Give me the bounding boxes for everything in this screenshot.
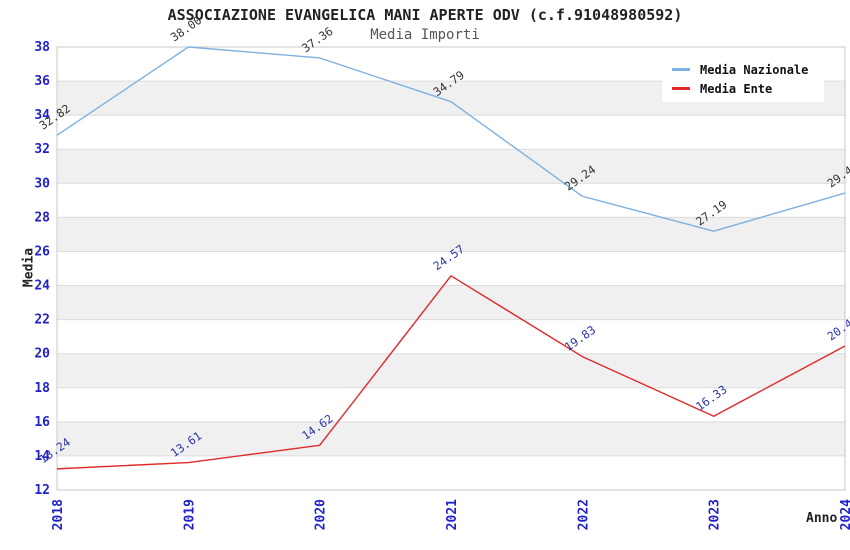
- grid-band: [57, 285, 845, 320]
- grid-band: [57, 183, 845, 218]
- y-tick-label: 22: [34, 313, 50, 328]
- data-label-media-nazionale: 38.00: [168, 13, 204, 44]
- legend-item-media-ente: Media Ente: [672, 79, 824, 98]
- x-tick-label: 2021: [445, 499, 460, 530]
- x-tick-label: 2018: [51, 499, 66, 530]
- x-tick-label: 2024: [839, 499, 850, 530]
- grid-band: [57, 251, 845, 286]
- chart-line-media-ente: [56, 275, 846, 470]
- y-tick-label: 14: [34, 449, 50, 464]
- y-tick-label: 20: [34, 347, 50, 362]
- legend-line-icon: [672, 87, 690, 90]
- x-tick-label: 2020: [314, 499, 329, 530]
- x-tick-label: 2022: [576, 499, 591, 530]
- legend-label: Media Nazionale: [700, 62, 809, 77]
- y-tick-label: 32: [34, 142, 50, 157]
- y-tick-label: 16: [34, 415, 50, 430]
- grid-band: [57, 455, 845, 490]
- legend-label: Media Ente: [700, 81, 773, 96]
- legend-item-media-nazionale: Media Nazionale: [672, 60, 824, 79]
- y-tick-label: 26: [34, 244, 50, 259]
- y-tick-label: 36: [34, 74, 50, 89]
- y-tick-label: 28: [34, 210, 50, 225]
- grid-band: [57, 421, 845, 456]
- y-tick-label: 30: [34, 176, 50, 191]
- legend: Media Nazionale Media Ente: [662, 56, 824, 102]
- grid-band: [57, 149, 845, 184]
- plot-frame: [56, 46, 846, 491]
- y-tick-label: 24: [34, 279, 50, 294]
- chart-title: ASSOCIAZIONE EVANGELICA MANI APERTE ODV …: [167, 6, 683, 24]
- grid-band: [57, 115, 845, 150]
- x-tick-label: 2023: [708, 499, 723, 530]
- y-tick-label: 34: [34, 108, 50, 123]
- grid-band: [57, 353, 845, 388]
- x-axis-label: Anno: [806, 511, 838, 526]
- y-tick-label: 18: [34, 381, 50, 396]
- legend-line-icon: [672, 68, 690, 71]
- grid-band: [57, 319, 845, 354]
- chart-line-media-nazionale: [56, 46, 846, 232]
- chart-subtitle: Media Importi: [370, 27, 480, 43]
- grid-band: [57, 217, 845, 252]
- x-tick-label: 2019: [182, 499, 197, 530]
- y-tick-label: 12: [34, 483, 50, 498]
- y-tick-label: 38: [34, 40, 50, 55]
